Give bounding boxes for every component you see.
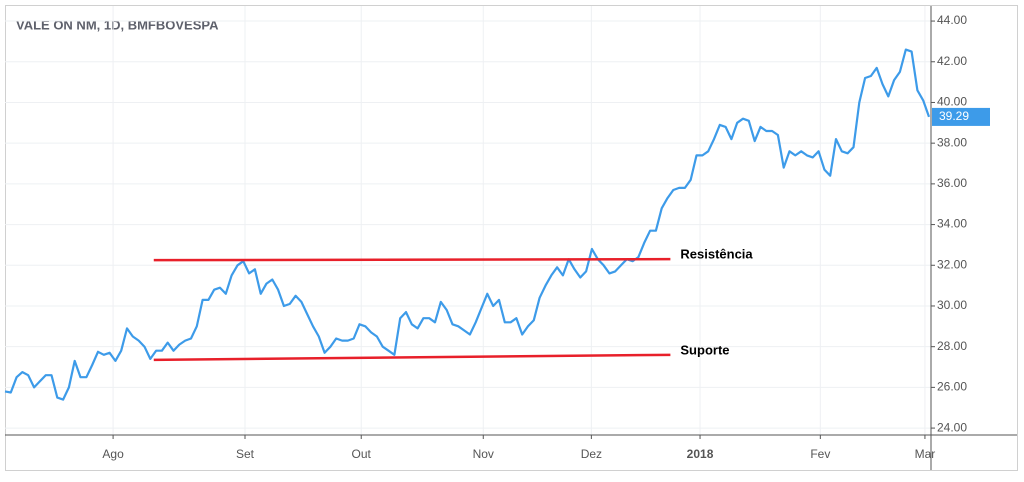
last-price-box <box>932 107 990 126</box>
x-tick-label: Out <box>352 447 372 461</box>
y-tick-label: 44.00 <box>937 13 967 27</box>
x-tick-label: Nov <box>473 447 494 461</box>
x-tick-label: Dez <box>581 447 602 461</box>
x-tick-label: Ago <box>102 447 124 461</box>
annotation-label: Resistência <box>680 247 753 262</box>
annotation-label: Suporte <box>680 342 729 357</box>
y-tick-label: 28.00 <box>937 339 967 353</box>
x-tick-label: Mar <box>915 447 936 461</box>
y-tick-label: 40.00 <box>937 95 967 109</box>
chart-frame <box>5 5 1018 471</box>
y-tick-label: 34.00 <box>937 217 967 231</box>
annotation-line <box>153 257 671 262</box>
y-tick-label: 24.00 <box>937 420 967 434</box>
chart-title: VALE ON NM, 1D, BMFBOVESPA <box>16 17 219 32</box>
annotation-line <box>153 353 671 362</box>
x-tick-label: Set <box>236 447 255 461</box>
x-tick-label: 2018 <box>687 447 714 461</box>
y-tick-label: 42.00 <box>937 54 967 68</box>
x-tick-label: Fev <box>810 447 830 461</box>
y-tick-label: 26.00 <box>937 380 967 394</box>
price-line <box>4 48 931 401</box>
y-tick-label: 36.00 <box>937 176 967 190</box>
last-price-label: 39.29 <box>939 109 969 123</box>
y-tick-label: 38.00 <box>937 135 967 149</box>
y-tick-label: 30.00 <box>937 298 967 312</box>
y-tick-label: 32.00 <box>937 257 967 271</box>
